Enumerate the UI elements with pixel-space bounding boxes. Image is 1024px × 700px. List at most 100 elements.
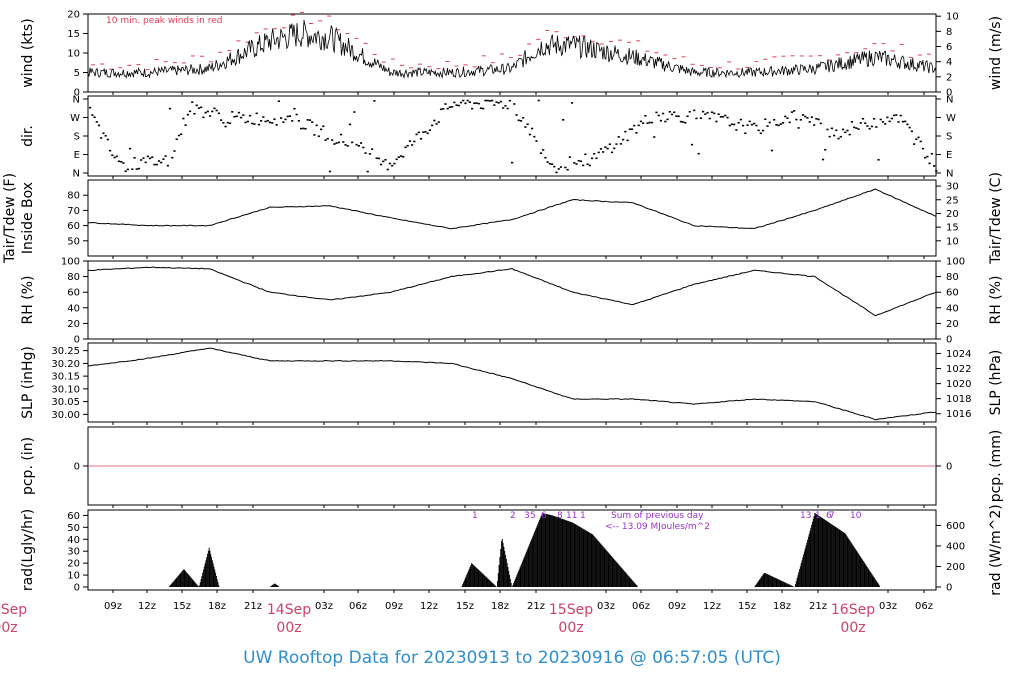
direction-point bbox=[435, 123, 438, 125]
direction-point bbox=[146, 155, 149, 158]
x-tick-label: 18z bbox=[208, 601, 226, 612]
y-tick-label-right: 1016 bbox=[946, 409, 971, 420]
direction-point bbox=[386, 168, 389, 171]
direction-point bbox=[857, 128, 860, 130]
radiation-hour-label: 3 bbox=[524, 511, 530, 521]
direction-point bbox=[624, 130, 627, 133]
direction-point bbox=[659, 119, 662, 122]
direction-point bbox=[779, 123, 782, 125]
direction-point bbox=[588, 164, 591, 167]
direction-point bbox=[584, 153, 587, 156]
direction-point bbox=[148, 157, 152, 160]
direction-point bbox=[108, 149, 112, 152]
direction-point bbox=[304, 128, 307, 130]
direction-point bbox=[895, 114, 898, 116]
direction-point bbox=[726, 116, 729, 119]
direction-point bbox=[328, 170, 332, 173]
direction-point bbox=[750, 123, 754, 126]
y-tick-label-right: 60 bbox=[946, 288, 959, 299]
direction-point bbox=[535, 140, 538, 142]
direction-point bbox=[892, 114, 896, 117]
direction-point bbox=[626, 139, 629, 142]
direction-point bbox=[853, 126, 856, 129]
direction-point bbox=[788, 121, 791, 124]
direction-point bbox=[415, 133, 418, 136]
direction-point bbox=[759, 132, 762, 135]
direction-point bbox=[364, 152, 367, 154]
direction-point bbox=[575, 163, 578, 165]
direction-point bbox=[237, 111, 241, 114]
direction-point bbox=[644, 114, 647, 117]
direction-point bbox=[215, 109, 218, 112]
date-label: 14Sep bbox=[267, 602, 311, 618]
direction-point bbox=[642, 122, 645, 124]
direction-point bbox=[935, 170, 938, 172]
direction-point bbox=[546, 161, 549, 163]
direction-point bbox=[464, 102, 467, 105]
radiation-hour-label: 7 bbox=[829, 511, 835, 521]
direction-point bbox=[142, 157, 145, 159]
direction-point bbox=[717, 113, 720, 116]
direction-point bbox=[91, 114, 94, 116]
direction-point bbox=[313, 134, 316, 136]
y-tick-label-right: 0 bbox=[946, 583, 952, 594]
x-tick-label: 03z bbox=[879, 601, 897, 612]
direction-point bbox=[706, 111, 709, 114]
direction-point bbox=[748, 120, 751, 123]
y-axis-label-right-rh: RH (%) bbox=[988, 276, 1004, 325]
direction-point bbox=[373, 100, 376, 102]
direction-point bbox=[151, 156, 154, 158]
direction-point bbox=[890, 117, 893, 120]
direction-point bbox=[266, 119, 269, 122]
series-line-wind bbox=[87, 20, 937, 79]
x-tick-label: 12z bbox=[703, 601, 721, 612]
y-tick-label: 60 bbox=[67, 221, 80, 232]
direction-point bbox=[688, 110, 691, 113]
direction-point bbox=[413, 140, 416, 143]
direction-point bbox=[870, 125, 873, 128]
direction-point bbox=[128, 147, 132, 150]
direction-point bbox=[635, 132, 638, 134]
y-tick-label-right: 10 bbox=[946, 236, 959, 247]
direction-point bbox=[930, 152, 933, 155]
direction-point bbox=[573, 162, 576, 164]
direction-point bbox=[177, 134, 181, 137]
direction-point bbox=[417, 131, 420, 134]
direction-point bbox=[448, 106, 452, 108]
y-tick-label: S bbox=[74, 132, 80, 143]
direction-point bbox=[402, 155, 405, 158]
direction-point bbox=[284, 118, 287, 121]
chart-title: UW Rooftop Data for 20230913 to 20230916… bbox=[243, 648, 781, 668]
y-tick-label-right: W bbox=[946, 113, 956, 124]
y-tick-label: 0 bbox=[74, 583, 80, 594]
direction-point bbox=[300, 127, 303, 130]
direction-point bbox=[613, 147, 616, 150]
direction-point bbox=[331, 139, 334, 141]
y-axis-label-precip: pcp. (in) bbox=[20, 437, 36, 495]
y-tick-label: 30.20 bbox=[51, 359, 80, 370]
direction-point bbox=[648, 121, 651, 124]
y-tick-label-right: 25 bbox=[946, 195, 959, 206]
direction-point bbox=[253, 123, 256, 125]
direction-point bbox=[333, 143, 336, 145]
y-axis-label-rh: RH (%) bbox=[20, 276, 36, 325]
direction-point bbox=[419, 137, 423, 140]
direction-point bbox=[208, 115, 212, 117]
direction-point bbox=[808, 121, 811, 123]
y-tick-label-right: 30 bbox=[946, 182, 959, 193]
y-tick-label: 20 bbox=[67, 559, 80, 570]
y-tick-label-right: N bbox=[946, 169, 953, 180]
direction-point bbox=[841, 128, 845, 131]
direction-point bbox=[819, 122, 822, 125]
direction-point bbox=[568, 156, 571, 158]
direction-point bbox=[197, 107, 201, 109]
direction-point bbox=[446, 107, 449, 110]
y-tick-label: 60 bbox=[67, 288, 80, 299]
x-tick-label: 06z bbox=[915, 601, 933, 612]
direction-point bbox=[184, 124, 187, 127]
radiation-hour-label: 1 bbox=[472, 511, 478, 521]
direction-point bbox=[813, 124, 816, 126]
direction-point bbox=[137, 167, 141, 170]
direction-point bbox=[444, 103, 447, 105]
